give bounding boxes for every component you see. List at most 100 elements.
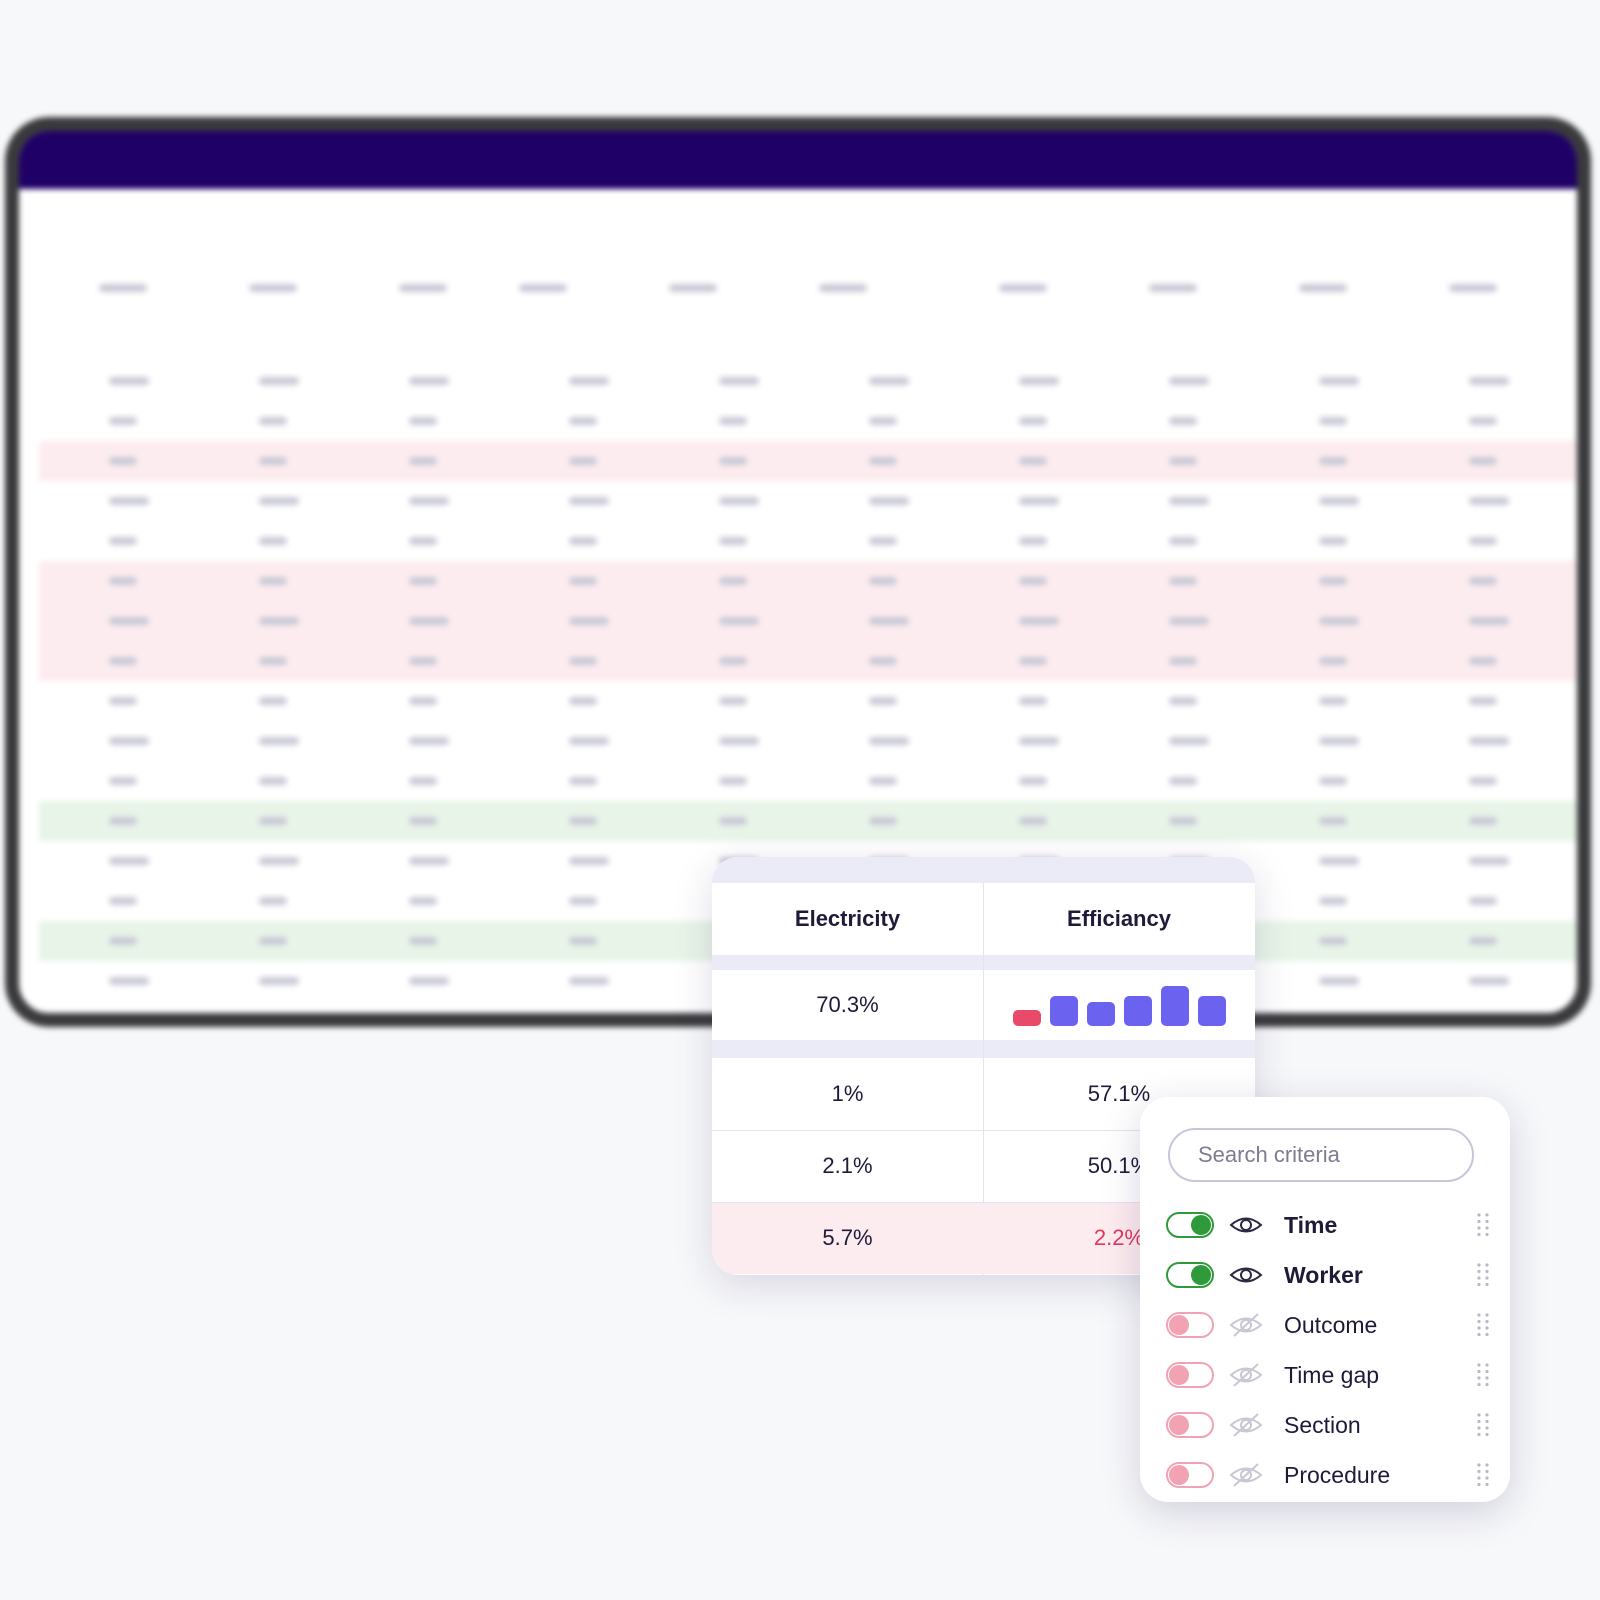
toggle[interactable] [1166,1362,1214,1388]
handle-dot [1485,1269,1489,1274]
toggle-knob [1169,1315,1189,1335]
criteria-item: Time [1166,1205,1489,1245]
divider [983,883,984,1275]
bg-row [39,361,1577,401]
column-header: Electricity [794,906,901,931]
bg-blob [1169,657,1197,665]
bg-blob [109,417,137,425]
handle-dot [1477,1376,1481,1380]
visibility-icon[interactable] [1228,1212,1264,1238]
bg-blob [1169,577,1197,585]
handle-dot [1477,1369,1481,1374]
bg-blob [869,417,897,425]
criteria-item: Procedure [1166,1455,1489,1495]
bg-blob [569,457,597,465]
drag-handle[interactable] [1476,1362,1490,1388]
bg-blob [259,897,287,905]
bg-row [39,481,1577,521]
handle-dot [1477,1263,1481,1267]
bg-blob [1169,497,1209,505]
search-input[interactable]: Search criteria [1168,1128,1474,1182]
bg-blob [1319,457,1347,465]
bg-blob [1149,284,1197,292]
visibility-icon[interactable] [1228,1262,1264,1288]
handle-dot [1485,1382,1489,1387]
bg-blob [719,457,747,465]
bg-blob [1469,977,1509,985]
table-cell: 1% [831,1081,864,1106]
toggle[interactable] [1166,1262,1214,1288]
bg-blob [109,377,149,385]
summary-cell: 70.3% [816,992,879,1017]
handle-dot [1485,1319,1489,1324]
visibility-icon[interactable] [1228,1362,1264,1388]
handle-dot [1477,1213,1481,1217]
handle-dot [1477,1313,1481,1317]
bg-blob [259,937,287,945]
spark-bar [1124,996,1152,1026]
drag-handle[interactable] [1476,1262,1490,1288]
drag-handle[interactable] [1476,1212,1490,1238]
bg-blob [719,697,747,705]
bg-blob [1469,577,1497,585]
bg-blob [1169,777,1197,785]
row-divider [712,1130,1255,1131]
bg-blob [109,457,137,465]
bg-blob [1169,377,1209,385]
drag-handle[interactable] [1476,1462,1490,1488]
bg-blob [719,497,759,505]
bg-blob [719,777,747,785]
eye-slash [1233,1313,1259,1337]
eye-pupil [1240,1319,1252,1331]
handle-dot [1485,1276,1489,1280]
bg-blob [569,537,597,545]
bg-blob [409,377,449,385]
visibility-icon[interactable] [1228,1312,1264,1338]
bg-blob [409,537,437,545]
background-dashboard [5,117,1591,1027]
handle-dot [1477,1326,1481,1330]
bg-blob [1469,777,1497,785]
criteria-panel: Search criteria Time Worker Outcome Time ga… [1140,1097,1510,1502]
efficiency-sparkline [1013,986,1226,1026]
bg-blob [569,937,597,945]
table-cell: 2.1% [822,1153,873,1178]
bg-blob [1469,817,1497,825]
toggle[interactable] [1166,1412,1214,1438]
drag-handle[interactable] [1476,1312,1490,1338]
bg-blob [1169,537,1197,545]
bg-blob [259,377,299,385]
visibility-icon[interactable] [1228,1412,1264,1438]
bg-blob [999,284,1047,292]
bg-blob [569,697,597,705]
bg-blob [569,657,597,665]
bg-blob [869,457,897,465]
bg-row [39,721,1577,761]
toggle[interactable] [1166,1312,1214,1338]
handle-dot [1485,1282,1489,1287]
handle-dot [1477,1282,1481,1287]
handle-dot [1485,1482,1489,1487]
bg-blob [1319,697,1347,705]
criteria-item: Time gap [1166,1355,1489,1395]
bg-blob [1319,897,1347,905]
column-header: Efficiancy [1067,906,1171,931]
spark-bar [1087,1002,1115,1026]
handle-dot [1485,1369,1489,1374]
bg-blob [1469,937,1497,945]
bg-blob [109,697,137,705]
bg-blob [869,537,897,545]
eye-slash [1233,1463,1259,1487]
bg-blob [409,657,437,665]
criteria-label: Worker [1284,1261,1363,1288]
handle-dot [1477,1419,1481,1424]
toggle[interactable] [1166,1212,1214,1238]
bg-blob [109,937,137,945]
drag-handle[interactable] [1476,1412,1490,1438]
toggle[interactable] [1166,1462,1214,1488]
bg-blob [1019,457,1047,465]
visibility-icon[interactable] [1228,1462,1264,1488]
bg-blob [569,897,597,905]
handle-dot [1485,1219,1489,1224]
